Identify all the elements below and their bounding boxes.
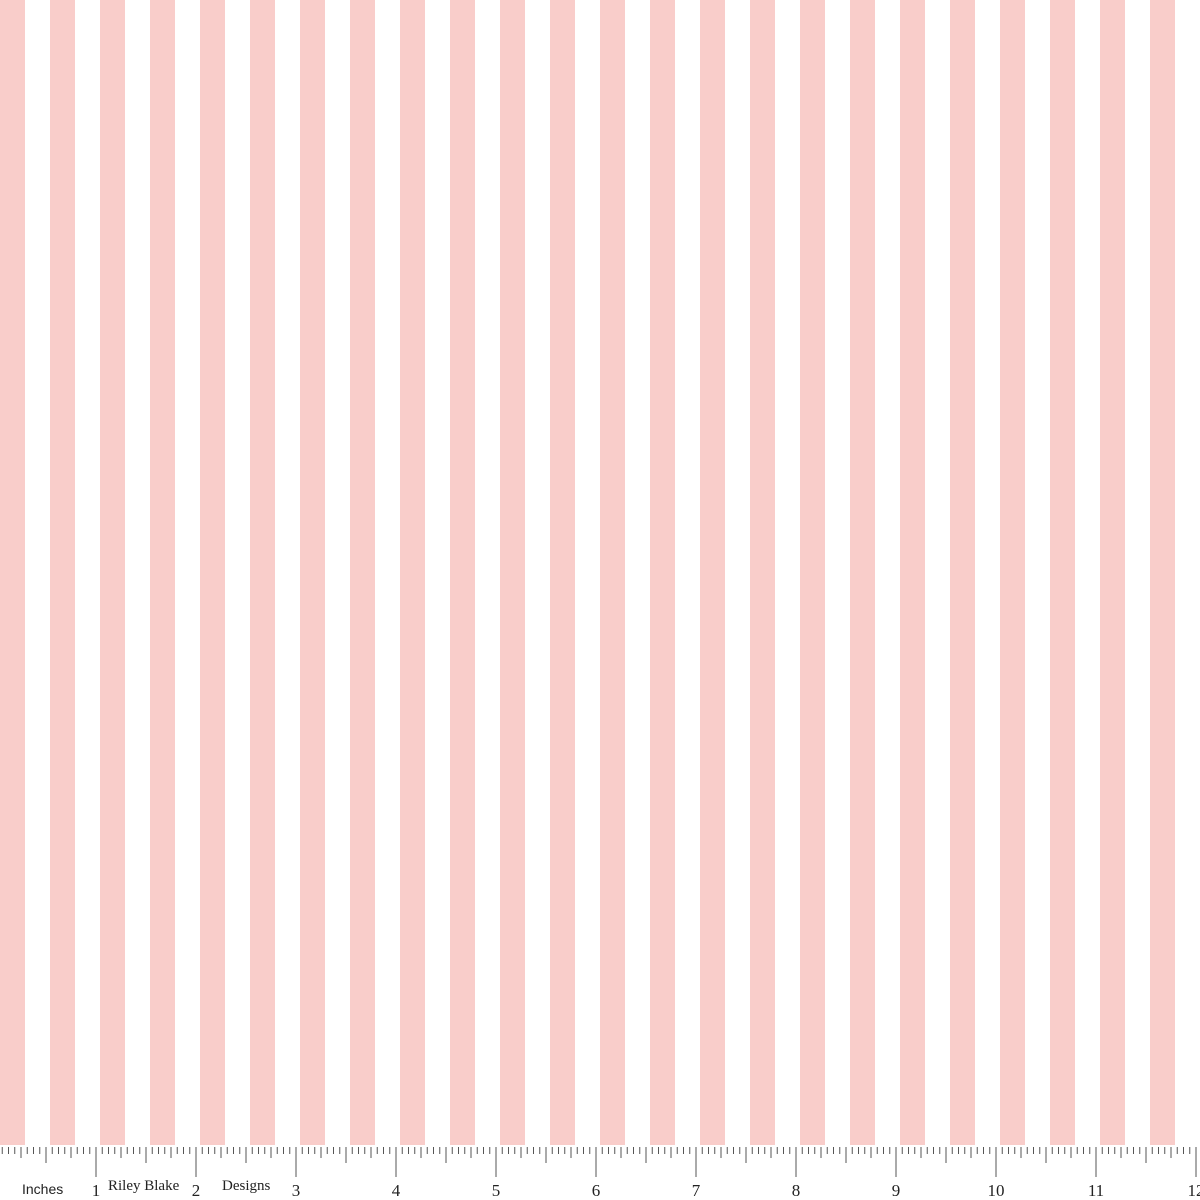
stripe	[750, 0, 775, 1145]
stripe	[100, 0, 125, 1145]
stripe	[1050, 0, 1075, 1145]
ruler-number: 5	[492, 1181, 501, 1200]
stripe	[800, 0, 825, 1145]
stripe	[150, 0, 175, 1145]
ruler-number: 10	[988, 1181, 1005, 1200]
unit-label: Inches	[22, 1181, 63, 1197]
stripe	[1100, 0, 1125, 1145]
ruler-number: 4	[392, 1181, 401, 1200]
stripe	[350, 0, 375, 1145]
stripe	[300, 0, 325, 1145]
stripe	[1150, 0, 1175, 1145]
ruler-number: 12	[1188, 1181, 1200, 1200]
stripe	[0, 0, 25, 1145]
stripe	[250, 0, 275, 1145]
ruler-numbers: 123456789101112	[92, 1181, 1200, 1200]
stripe	[950, 0, 975, 1145]
stripe	[200, 0, 225, 1145]
ruler-number: 1	[92, 1181, 101, 1200]
ruler-ticks	[1, 1147, 1197, 1177]
stripe	[1000, 0, 1025, 1145]
ruler-number: 3	[292, 1181, 301, 1200]
brand-name: Designs	[222, 1178, 270, 1194]
ruler-number: 6	[592, 1181, 601, 1200]
stripe	[550, 0, 575, 1145]
stripe	[50, 0, 75, 1145]
ruler-number: 2	[192, 1181, 201, 1200]
ruler-number: 9	[892, 1181, 901, 1200]
stripe	[450, 0, 475, 1145]
ruler-number: 8	[792, 1181, 801, 1200]
ruler-band	[0, 1145, 1200, 1200]
brand-name: Riley Blake	[108, 1178, 180, 1194]
stripe	[600, 0, 625, 1145]
stripe	[500, 0, 525, 1145]
stripe	[700, 0, 725, 1145]
stripe	[400, 0, 425, 1145]
stripe	[650, 0, 675, 1145]
ruler-number: 11	[1088, 1181, 1104, 1200]
stripe	[850, 0, 875, 1145]
stripes	[0, 0, 1175, 1145]
ruler-number: 7	[692, 1181, 701, 1200]
stripe	[900, 0, 925, 1145]
